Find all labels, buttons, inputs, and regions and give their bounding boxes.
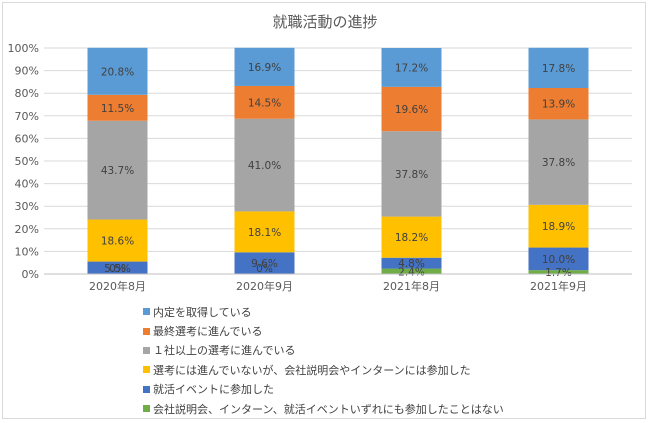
legend-label: 内定を取得している bbox=[153, 305, 252, 319]
bars bbox=[87, 47, 589, 274]
x-tick-label: 2020年8月 bbox=[89, 279, 146, 293]
legend-item: 内定を取得している bbox=[143, 302, 504, 321]
y-tick-label: 100% bbox=[8, 42, 39, 55]
legend-swatch bbox=[143, 327, 150, 335]
data-label: 20.8% bbox=[101, 66, 134, 78]
data-label: 11.5% bbox=[101, 103, 134, 115]
y-tick-label: 0% bbox=[22, 268, 39, 281]
chart-title: 就職活動の進捗 bbox=[272, 13, 377, 31]
data-label: 18.6% bbox=[101, 236, 134, 248]
data-label: 2.4% bbox=[398, 266, 425, 278]
bar-segment bbox=[528, 47, 589, 89]
bar-segment bbox=[528, 88, 589, 120]
bar-segment bbox=[234, 252, 295, 274]
data-label: 17.8% bbox=[542, 63, 575, 75]
data-label: 18.9% bbox=[542, 221, 575, 233]
legend-item: 就活イベントに参加した bbox=[143, 380, 504, 399]
legend-swatch bbox=[143, 405, 150, 413]
bar-segment bbox=[87, 120, 148, 220]
legend-swatch bbox=[143, 308, 150, 316]
data-label: 5.5% bbox=[104, 263, 131, 275]
bar-segment bbox=[381, 86, 442, 132]
data-label: 16.9% bbox=[248, 62, 281, 74]
data-label: 43.7% bbox=[101, 165, 134, 177]
data-label: 10.0% bbox=[542, 254, 575, 266]
bar-segment bbox=[234, 211, 295, 253]
bar-segment bbox=[528, 119, 589, 205]
legend-item: 会社説明会、インターン、就活イベントいずれにも参加したことはない bbox=[143, 399, 504, 418]
bar-segment bbox=[528, 270, 589, 274]
data-label: 18.1% bbox=[248, 227, 281, 239]
y-tick-label: 40% bbox=[15, 178, 39, 191]
y-tick-label: 30% bbox=[15, 200, 39, 213]
bar-segment bbox=[381, 48, 442, 87]
legend-item: 最終選考に進んでいる bbox=[143, 321, 504, 340]
data-label: 0% bbox=[109, 263, 126, 275]
x-tick-label: 2021年9月 bbox=[530, 279, 587, 293]
data-label: 18.2% bbox=[395, 232, 428, 244]
data-label: 14.5% bbox=[248, 97, 281, 109]
bar-segment bbox=[234, 85, 295, 119]
bar-segment bbox=[381, 216, 442, 258]
data-label: 9.6% bbox=[251, 258, 278, 270]
bar-segment bbox=[381, 257, 442, 269]
bar-segment bbox=[528, 247, 589, 271]
bar-segment bbox=[87, 47, 148, 95]
data-label: 37.8% bbox=[542, 157, 575, 169]
axes: 0% 10% 20% 30% 40% 50% 60% 70% 80% 90% 100% 2020年8月… bbox=[8, 42, 632, 293]
bar-segment bbox=[87, 94, 148, 121]
data-label: 41.0% bbox=[248, 160, 281, 172]
y-tick-label: 50% bbox=[15, 155, 39, 168]
x-tick-label: 2021年8月 bbox=[383, 279, 440, 293]
bar-segment bbox=[381, 268, 442, 274]
y-tick-label: 70% bbox=[15, 110, 39, 123]
bar-segment bbox=[234, 118, 295, 212]
data-label: 13.9% bbox=[542, 99, 575, 111]
legend-swatch bbox=[143, 366, 150, 374]
legend-item: １社以上の選考に進んでいる bbox=[143, 341, 504, 360]
bar-segment bbox=[381, 131, 442, 217]
x-tick-label: 2020年9月 bbox=[236, 279, 293, 293]
data-label: 17.2% bbox=[395, 62, 428, 74]
legend: 内定を取得している 最終選考に進んでいる １社以上の選考に進んでいる選考には進んでい… bbox=[143, 302, 504, 418]
y-tick-label: 20% bbox=[15, 223, 39, 236]
legend-label: 最終選考に進んでいる bbox=[153, 325, 263, 339]
legend-swatch bbox=[143, 385, 150, 393]
data-label: 37.8% bbox=[395, 169, 428, 181]
y-tick-label: 10% bbox=[15, 245, 39, 258]
data-label: 19.6% bbox=[395, 104, 428, 116]
bar-segment bbox=[528, 204, 589, 248]
y-tick-label: 80% bbox=[15, 87, 39, 100]
data-label: 0% bbox=[256, 263, 273, 275]
y-tick-label: 60% bbox=[15, 132, 39, 145]
data-label: 4.8% bbox=[398, 258, 425, 270]
legend-swatch bbox=[143, 346, 150, 354]
y-tick-label: 90% bbox=[15, 65, 39, 78]
bar-segment bbox=[234, 47, 295, 86]
bar-segment bbox=[87, 219, 148, 262]
legend-label: 会社説明会、インターン、就活イベントいずれにも参加したことはない bbox=[153, 402, 504, 416]
legend-label: 就活イベントに参加した bbox=[153, 383, 274, 397]
data-label: 1.7% bbox=[545, 267, 572, 279]
legend-item: 選考には進んでいないが、会社説明会やインターンには参加した bbox=[143, 360, 504, 379]
bar-segment bbox=[87, 261, 148, 274]
legend-label: 選考には進んでいないが、会社説明会やインターンには参加した bbox=[153, 363, 471, 377]
data-labels: 0%5.5%18.6%43.7%11.5%20.8%0%9.6%18.1%41.… bbox=[101, 62, 575, 279]
legend-label: １社以上の選考に進んでいる bbox=[153, 344, 296, 358]
